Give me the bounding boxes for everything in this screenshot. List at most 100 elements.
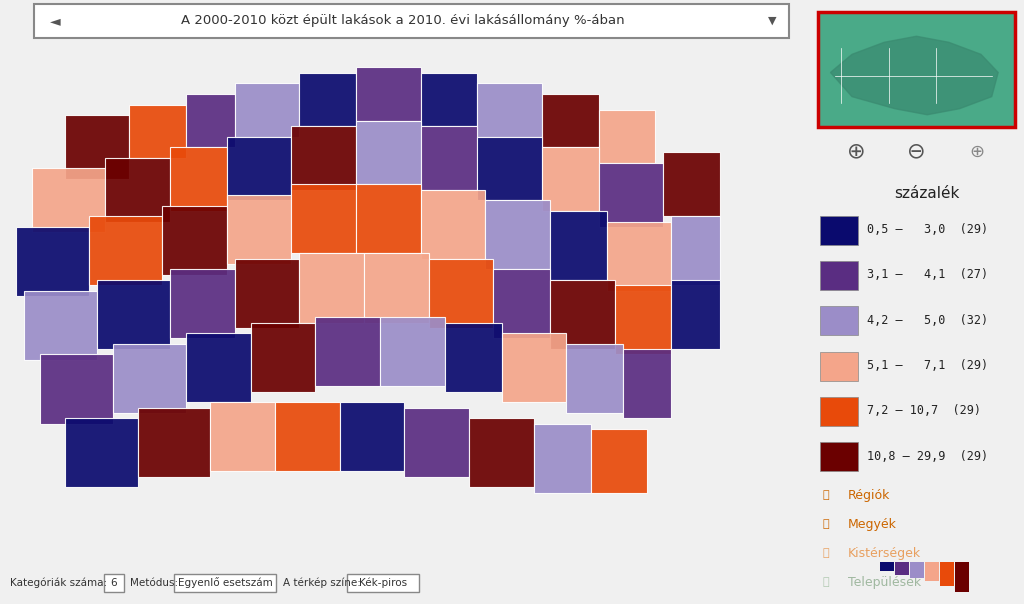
Bar (97, 280, 170, 349)
Bar (210, 402, 275, 471)
Bar (880, 562, 894, 571)
Bar (469, 418, 534, 487)
Bar (672, 280, 720, 349)
Bar (542, 147, 599, 211)
Bar (599, 163, 664, 227)
Text: 5,1 –   7,1  (29): 5,1 – 7,1 (29) (867, 359, 988, 372)
Text: 6: 6 (111, 578, 118, 588)
Bar (65, 418, 137, 487)
Bar (226, 137, 291, 201)
Bar (819, 216, 858, 245)
Bar (550, 211, 606, 280)
Text: Megyék: Megyék (848, 518, 897, 531)
Text: százalék: százalék (895, 186, 959, 201)
Bar (955, 562, 969, 592)
Bar (186, 333, 251, 402)
Bar (477, 83, 542, 137)
Bar (542, 94, 599, 147)
Polygon shape (830, 36, 998, 115)
Text: Régiók: Régiók (848, 489, 890, 502)
Bar (299, 254, 365, 323)
Bar (925, 562, 939, 581)
Text: 7,2 – 10,7  (29): 7,2 – 10,7 (29) (867, 404, 981, 417)
FancyBboxPatch shape (34, 4, 790, 39)
Bar (114, 344, 186, 413)
Text: 👁: 👁 (823, 548, 829, 558)
Bar (672, 216, 720, 285)
Bar (291, 126, 356, 190)
Text: Kék-piros: Kék-piros (359, 577, 408, 588)
Bar (502, 333, 566, 402)
Bar (940, 562, 954, 586)
Bar (105, 158, 170, 222)
Bar (614, 285, 672, 355)
Text: 10,8 – 29,9  (29): 10,8 – 29,9 (29) (867, 449, 988, 463)
Bar (485, 201, 550, 269)
Bar (910, 562, 924, 579)
Bar (137, 408, 210, 477)
Bar (819, 442, 858, 471)
Bar (299, 72, 356, 126)
FancyBboxPatch shape (174, 574, 276, 592)
Bar (356, 184, 421, 254)
Bar (494, 269, 550, 338)
Bar (421, 126, 477, 190)
Text: Egyenlő esetszám: Egyenlő esetszám (177, 577, 272, 588)
Bar (41, 355, 114, 423)
Bar (170, 147, 226, 211)
Text: 0,5 –   3,0  (29): 0,5 – 3,0 (29) (867, 223, 988, 236)
Bar (445, 323, 502, 391)
Text: Kistérségek: Kistérségek (848, 547, 921, 560)
FancyBboxPatch shape (104, 574, 124, 592)
Bar (819, 261, 858, 290)
Bar (895, 562, 909, 575)
FancyBboxPatch shape (347, 574, 419, 592)
Text: Települések: Települések (848, 576, 921, 589)
Bar (819, 397, 858, 426)
Bar (25, 291, 97, 360)
Text: ⊕: ⊕ (847, 141, 865, 161)
Bar (65, 115, 129, 179)
Text: Kategóriák száma:: Kategóriák száma: (10, 577, 108, 588)
Bar (819, 306, 858, 335)
Text: ⊕: ⊕ (969, 143, 984, 161)
Bar (606, 222, 672, 291)
Bar (89, 216, 162, 285)
Text: A 2000-2010 közt épült lakások a 2010. évi lakásállomány %-ában: A 2000-2010 közt épült lakások a 2010. é… (181, 14, 625, 27)
Bar (566, 344, 623, 413)
Bar (170, 269, 234, 338)
Bar (550, 280, 614, 349)
Bar (315, 317, 380, 387)
Text: 👁: 👁 (823, 519, 829, 529)
Text: ⊖: ⊖ (907, 141, 926, 161)
Bar (623, 349, 672, 418)
Bar (226, 195, 291, 264)
Text: A térkép színe:: A térkép színe: (283, 577, 360, 588)
Text: 👁: 👁 (823, 490, 829, 500)
Text: Metódus:: Metódus: (130, 578, 178, 588)
Bar (380, 317, 444, 387)
Bar (234, 83, 299, 137)
Bar (404, 408, 469, 477)
Text: ▼: ▼ (768, 16, 777, 26)
Bar (251, 323, 315, 391)
Bar (340, 402, 404, 471)
Text: 👁: 👁 (823, 577, 829, 587)
FancyBboxPatch shape (817, 12, 1016, 127)
Bar (275, 402, 340, 471)
Bar (477, 137, 542, 201)
Bar (534, 423, 591, 493)
Bar (16, 227, 89, 296)
Bar (421, 190, 485, 259)
Bar (819, 352, 858, 381)
Bar (186, 94, 234, 147)
Bar (599, 110, 655, 163)
Bar (291, 184, 356, 254)
Bar (234, 259, 299, 328)
Text: 4,2 –   5,0  (32): 4,2 – 5,0 (32) (867, 313, 988, 327)
Text: ◄: ◄ (50, 14, 61, 28)
Bar (429, 259, 494, 328)
Bar (421, 72, 477, 126)
Bar (162, 205, 226, 275)
Bar (129, 104, 186, 158)
